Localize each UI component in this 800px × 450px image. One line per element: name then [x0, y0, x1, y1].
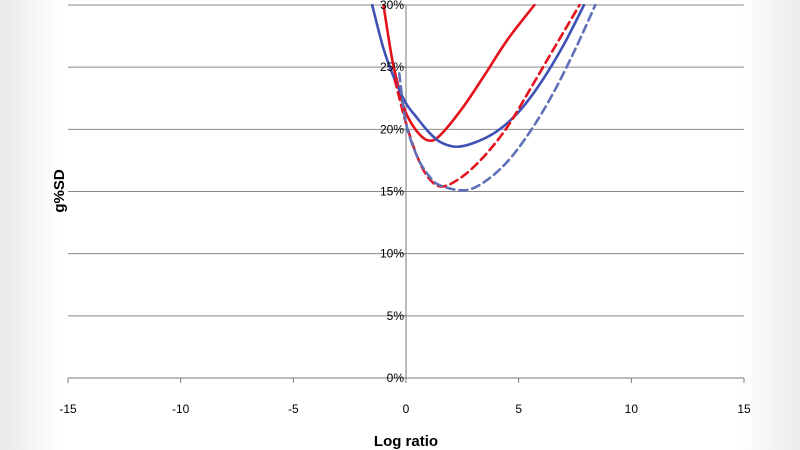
- y-tick-label-2: 10%: [380, 247, 404, 261]
- x-tick-label-6: 15: [737, 402, 751, 416]
- x-axis-title: Log ratio: [374, 433, 438, 450]
- x-tick-label-0: -15: [59, 402, 77, 416]
- x-tick-label-1: -10: [172, 402, 190, 416]
- y-tick-label-3: 15%: [380, 185, 404, 199]
- y-tick-label-0: 0%: [387, 371, 405, 385]
- y-tick-label-6: 30%: [380, 0, 404, 12]
- y-tick-label-4: 20%: [380, 122, 404, 136]
- series-line-3: [399, 5, 595, 190]
- y-tick-label-1: 5%: [387, 309, 405, 323]
- axes: [68, 5, 744, 383]
- x-tick-label-5: 10: [625, 402, 639, 416]
- x-tick-label-2: -5: [288, 402, 299, 416]
- tick-labels: -15 -10 -5 0 5 10 15 0% 5% 10% 15% 20% 25% 30%: [59, 0, 751, 416]
- y-tick-label-5: 25%: [380, 60, 404, 74]
- x-tick-label-4: 5: [515, 402, 522, 416]
- x-tick-label-3: 0: [403, 402, 410, 416]
- y-axis-title: g%SD: [51, 169, 68, 213]
